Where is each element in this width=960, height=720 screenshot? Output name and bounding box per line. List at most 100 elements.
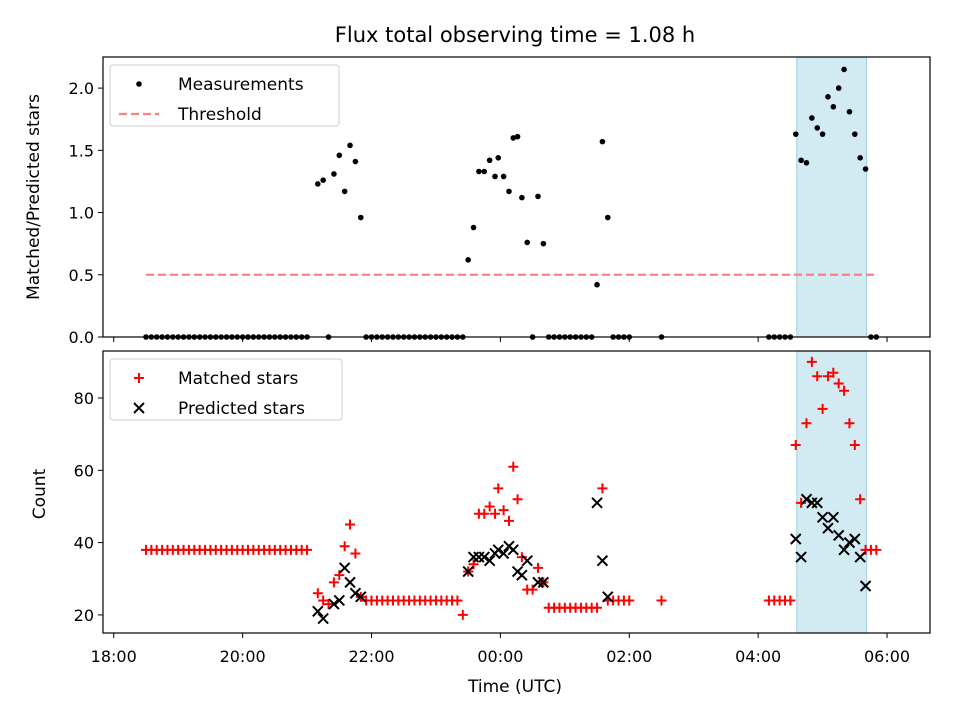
measurement-point xyxy=(465,257,471,263)
matched-star-marker xyxy=(468,559,479,570)
y-tick-label: 0.0 xyxy=(69,328,94,347)
measurement-point xyxy=(331,171,337,177)
matched-star-marker xyxy=(512,494,523,505)
measurement-point xyxy=(315,181,321,187)
measurement-point xyxy=(514,133,521,140)
measurement-point xyxy=(599,138,606,145)
matched-star-marker xyxy=(527,584,538,595)
legend-plus-marker xyxy=(134,373,144,383)
measurement-point xyxy=(506,188,512,195)
y-tick-label: 1.0 xyxy=(69,204,94,223)
panel-count: 20 40 60 80 18:00 20:00 22:00 00:00 02:00 04:00 06… xyxy=(74,350,931,666)
matched-star-marker xyxy=(785,595,796,606)
bottom-y-label: Count xyxy=(30,468,50,519)
predicted-star-marker xyxy=(591,497,603,509)
legend-label: Threshold xyxy=(177,105,262,125)
matched-star-marker xyxy=(801,418,812,429)
measurement-point xyxy=(535,193,541,200)
matched-star-marker xyxy=(833,378,844,389)
matched-star-marker xyxy=(339,541,350,552)
predicted-star-marker xyxy=(833,529,845,542)
measurement-point xyxy=(803,159,810,166)
measurement-point xyxy=(604,214,611,221)
measurement-point xyxy=(862,166,869,172)
predicted-star-marker xyxy=(349,587,362,599)
plot-layer: 0.0 0.5 1.0 1.5 2.0 Measurements Threshold 20 40… xyxy=(69,56,931,666)
measurement-point xyxy=(852,131,858,137)
matched-star-marker xyxy=(849,440,860,450)
predicted-star-marker xyxy=(333,594,345,607)
legend-box xyxy=(109,358,343,421)
matched-star-marker xyxy=(457,609,468,620)
matched-star-marker xyxy=(624,595,635,606)
y-tick-label: 60 xyxy=(74,461,94,480)
matched-star-marker xyxy=(839,385,850,396)
top-y-label: Matched/Predicted stars xyxy=(24,94,44,300)
matched-star-marker xyxy=(490,508,501,519)
matched-star-marker xyxy=(498,505,509,516)
measurement-point xyxy=(519,194,525,201)
measurement-point xyxy=(792,131,799,137)
measurement-point xyxy=(825,94,831,100)
measurement-point xyxy=(798,157,804,164)
y-tick-label: 80 xyxy=(74,389,94,408)
predicted-star-marker xyxy=(811,497,823,509)
chart-title: Flux total observing time = 1.08 h xyxy=(335,23,695,47)
x-tick-label: 18:00 xyxy=(91,647,137,666)
legend-label: Measurements xyxy=(178,75,304,95)
predicted-star-marker xyxy=(838,544,850,556)
predicted-star-marker xyxy=(312,605,324,618)
x-tick-label: 00:00 xyxy=(477,647,523,666)
predicted-star-marker xyxy=(827,511,840,524)
predicted-star-marker xyxy=(816,511,829,524)
matched-star-marker xyxy=(479,508,490,519)
y-tick-label: 2.0 xyxy=(69,79,94,98)
measurement-point xyxy=(357,214,364,221)
matched-star-marker xyxy=(318,595,329,606)
measurement-point xyxy=(835,85,842,91)
predicted-star-marker xyxy=(849,533,861,545)
matched-star-marker xyxy=(334,570,345,581)
matched-star-marker xyxy=(656,595,667,606)
matched-star-marker xyxy=(532,562,543,573)
predicted-star-marker xyxy=(492,544,504,556)
measurement-point xyxy=(524,239,531,246)
predicted-star-marker xyxy=(854,551,866,563)
matched-star-marker xyxy=(508,461,519,472)
predicted-star-marker xyxy=(462,565,474,578)
measurement-point xyxy=(481,168,488,175)
legend-dot-marker xyxy=(136,81,142,87)
predicted-star-marker xyxy=(483,554,496,567)
predicted-star-marker xyxy=(344,576,356,589)
matched-star-marker xyxy=(350,548,361,559)
predicted-star-marker xyxy=(473,551,485,563)
measurement-point xyxy=(486,157,493,164)
measurement-point xyxy=(857,155,863,161)
matched-star-marker xyxy=(806,356,817,367)
matched-star-marker xyxy=(493,483,504,494)
y-tick-label: 0.5 xyxy=(69,266,94,285)
measurement-point xyxy=(819,131,826,137)
matched-star-marker xyxy=(817,403,828,414)
predicted-star-marker xyxy=(521,554,533,567)
matched-star-marker xyxy=(312,588,323,599)
predicted-star-marker xyxy=(338,562,351,574)
measurement-point xyxy=(347,142,353,149)
measurement-point xyxy=(476,168,482,175)
predicted-star-marker xyxy=(602,591,614,603)
y-tick-label: 40 xyxy=(74,534,94,553)
y-tick-label: 20 xyxy=(74,606,94,625)
matched-star-marker xyxy=(597,483,608,494)
highlight-span xyxy=(796,350,868,634)
matched-star-marker xyxy=(345,519,356,530)
x-tick-label: 06:00 xyxy=(864,647,910,666)
predicted-star-marker xyxy=(790,533,802,545)
plot-frame xyxy=(102,350,931,634)
matched-star-marker xyxy=(822,371,833,382)
measurement-point xyxy=(809,115,815,121)
matched-star-marker xyxy=(592,602,603,613)
predicted-star-marker xyxy=(497,547,510,560)
x-tick-label: 02:00 xyxy=(606,647,652,666)
x-tick-label: 04:00 xyxy=(735,647,781,666)
